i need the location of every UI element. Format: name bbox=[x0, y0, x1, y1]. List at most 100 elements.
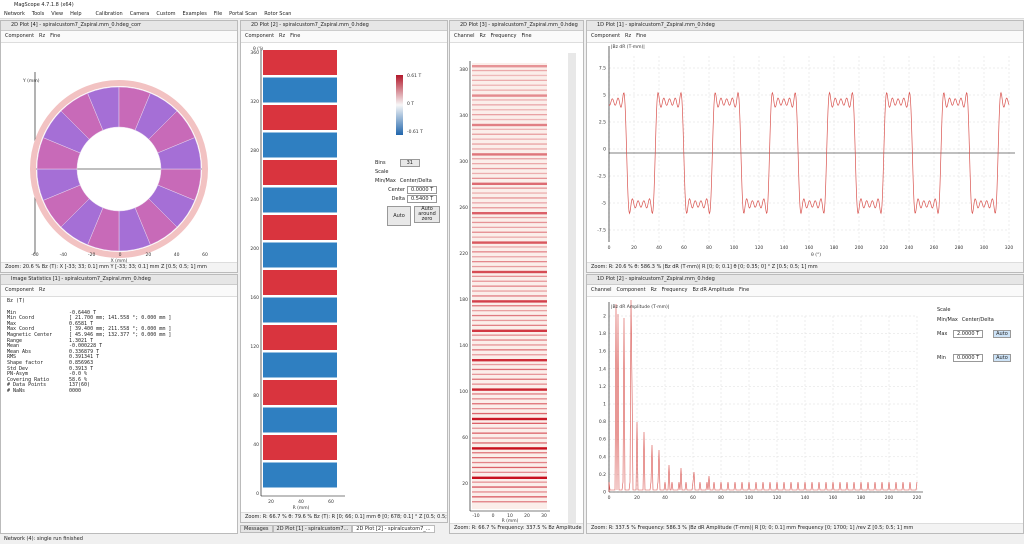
tick-label: 0.6 bbox=[599, 437, 606, 443]
heatmap-row bbox=[472, 123, 547, 127]
button[interactable]: Auto bbox=[993, 330, 1011, 338]
tick-label: 0.8 bbox=[599, 419, 606, 425]
tick-label: 200 bbox=[855, 245, 864, 251]
radio[interactable]: Center/Delta bbox=[961, 317, 994, 323]
tick-label: 0 bbox=[608, 495, 611, 501]
button[interactable]: Auto bbox=[387, 206, 411, 226]
tick-label: 260 bbox=[930, 245, 939, 251]
stats-row: Max Coord [ 39.400 mm; 211.558 °; 0.000 m… bbox=[7, 327, 171, 333]
tick-label: 300 bbox=[980, 245, 989, 251]
heatmap-row bbox=[472, 432, 547, 434]
tick-label: 0 bbox=[119, 252, 122, 258]
stats-label: Max bbox=[7, 320, 17, 327]
stripe bbox=[263, 352, 337, 378]
menu-item[interactable]: Calibration bbox=[95, 11, 123, 17]
bins-input[interactable]: 31 bbox=[399, 159, 420, 167]
stats-value: -0.6440 T bbox=[69, 309, 97, 316]
heatmap-row bbox=[472, 491, 547, 493]
menu-item[interactable]: Rotor Scan bbox=[264, 11, 292, 17]
toolbar-item[interactable]: Fine bbox=[290, 33, 301, 39]
heatmap-row bbox=[472, 99, 547, 101]
field-input[interactable]: 0.0000 T bbox=[407, 186, 438, 194]
menu-item[interactable]: Help bbox=[70, 11, 82, 17]
tick-label: 40 bbox=[253, 442, 259, 448]
toolbar-item[interactable]: Bz dR Amplitude bbox=[692, 287, 735, 293]
radio[interactable]: Min/Max bbox=[937, 317, 958, 323]
stats-value: -0.0 % bbox=[69, 371, 88, 378]
menu-item[interactable]: Camera bbox=[129, 11, 150, 17]
tick-label: 20 bbox=[145, 252, 151, 258]
toolbar-item[interactable]: Component bbox=[245, 33, 275, 39]
menu-item[interactable]: Custom bbox=[156, 11, 176, 17]
toolbar-item[interactable]: Fine bbox=[50, 33, 61, 39]
toolbar-item[interactable]: Component bbox=[5, 33, 35, 39]
tick-label: 100 bbox=[745, 495, 754, 501]
scale-label: Scale bbox=[375, 169, 389, 175]
heatmap-row bbox=[472, 261, 547, 263]
toolbar-item[interactable]: Component bbox=[616, 287, 646, 293]
tick-label: -60 bbox=[31, 252, 38, 258]
field-row: Delta 0.5400 T bbox=[375, 195, 445, 204]
heatmap-row bbox=[472, 501, 547, 503]
menu-item[interactable]: View bbox=[51, 11, 64, 17]
heatmap-row bbox=[472, 344, 547, 346]
toolbar-item[interactable]: Frequency bbox=[490, 33, 517, 39]
field-input[interactable]: 0.0000 T bbox=[953, 354, 984, 362]
radio[interactable]: Min/Max bbox=[375, 178, 396, 184]
heatmap-row bbox=[472, 285, 547, 287]
menu-item[interactable]: Examples bbox=[182, 11, 207, 17]
heatmap-row bbox=[472, 442, 547, 444]
toolbar-item[interactable]: Rz bbox=[39, 287, 46, 293]
stats-unit: Bz (T) bbox=[7, 298, 26, 304]
menu-item[interactable]: Tools bbox=[31, 11, 45, 17]
toolbar-item[interactable]: Channel bbox=[454, 33, 475, 39]
heatmap-row bbox=[472, 403, 547, 405]
tick-label: 60 bbox=[681, 245, 687, 251]
heatmap-bg bbox=[472, 63, 547, 509]
toolbar-item[interactable]: Frequency bbox=[661, 287, 688, 293]
stripe bbox=[263, 215, 337, 240]
toolbar-item[interactable]: Rz bbox=[279, 33, 286, 39]
radio[interactable]: Center/Delta bbox=[399, 178, 432, 184]
plot: 380 340 300 260 220 180 140 100 60 20 -10 0 10 20 30 R … bbox=[459, 53, 576, 523]
menu-item[interactable]: Portal Scan bbox=[229, 11, 258, 17]
field-input[interactable]: 0.5400 T bbox=[407, 195, 438, 203]
scale-controls: Scale Min/Max Center/Delta Max 2.0000 T Auto M… bbox=[937, 305, 1021, 363]
toolbar-item[interactable]: Fine bbox=[636, 33, 647, 39]
toolbar-item[interactable]: Rz bbox=[650, 287, 657, 293]
button[interactable]: Auto around zero bbox=[414, 206, 440, 223]
heatmap-row bbox=[472, 280, 547, 282]
stats-label: Magnetic Center bbox=[7, 331, 53, 338]
menu-item[interactable]: Network bbox=[4, 11, 25, 17]
field-input[interactable]: 2.0000 T bbox=[953, 330, 984, 338]
axis-label: |Bz dR (T·mm)| bbox=[611, 44, 645, 50]
toolbar-item[interactable]: Fine bbox=[739, 287, 750, 293]
button[interactable]: Auto bbox=[993, 354, 1011, 362]
tab[interactable]: 2D Plot [2] - spiralcustom7_... bbox=[352, 525, 435, 533]
panel-title: 2D Plot [4] - spiralcustom7_Zspiral.mm_0… bbox=[1, 21, 237, 31]
toolbar: Component Rz Fine bbox=[241, 31, 447, 43]
heatmap-row bbox=[472, 349, 547, 351]
tick-label: 240 bbox=[905, 245, 914, 251]
toolbar-item[interactable]: Rz bbox=[479, 33, 486, 39]
heatmap-row bbox=[472, 114, 547, 116]
axis-label: Y (mm) bbox=[22, 78, 40, 84]
heatmap-row bbox=[472, 354, 547, 356]
tick-label: 40 bbox=[174, 252, 180, 258]
heatmap-row bbox=[472, 300, 547, 303]
tab[interactable]: 2D Plot [1] - spiralcustom7... bbox=[272, 525, 353, 533]
heatmap-row bbox=[472, 236, 547, 238]
panel: 1D Plot [2] - spiralcustom7_Zspiral.mm_0… bbox=[586, 274, 1024, 534]
toolbar-item[interactable]: Component bbox=[591, 33, 621, 39]
tab[interactable]: Messages bbox=[240, 525, 273, 533]
label: Max bbox=[937, 331, 948, 337]
toolbar-item[interactable]: Channel bbox=[591, 287, 612, 293]
toolbar-item[interactable]: Rz bbox=[625, 33, 632, 39]
toolbar-item[interactable]: Component bbox=[5, 287, 35, 293]
toolbar-item[interactable]: Fine bbox=[521, 33, 532, 39]
menu-item[interactable]: File bbox=[213, 11, 223, 17]
toolbar-item[interactable]: Rz bbox=[39, 33, 46, 39]
label: Min bbox=[937, 355, 946, 361]
tick-label: 320 bbox=[250, 99, 259, 105]
heatmap-row bbox=[472, 69, 547, 72]
